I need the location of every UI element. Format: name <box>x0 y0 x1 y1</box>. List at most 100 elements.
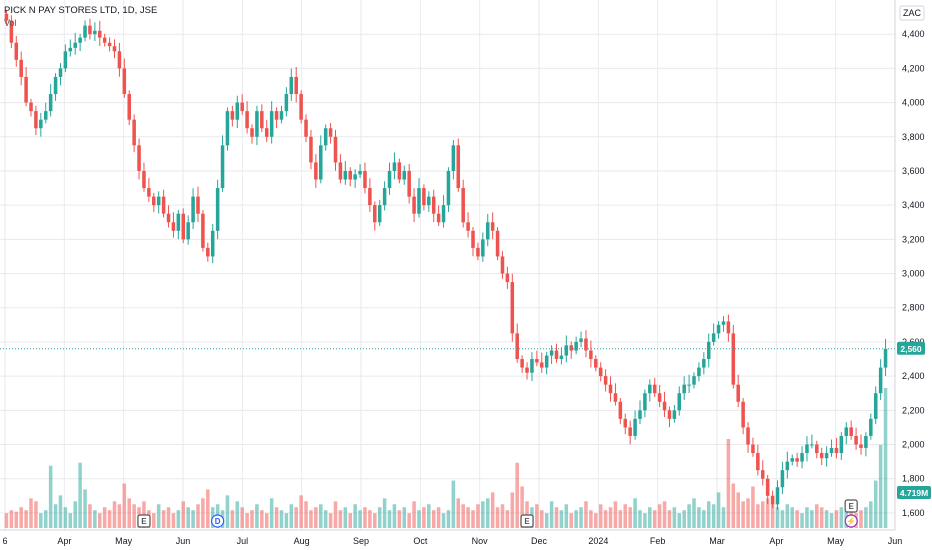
candle-body <box>417 188 421 214</box>
candle <box>657 384 662 408</box>
price-tick-label: 2,400 <box>902 371 925 381</box>
volume-indicator-label[interactable]: Vol <box>4 18 17 28</box>
candle-body <box>39 119 43 129</box>
candle <box>63 44 68 73</box>
candle-body <box>14 42 19 60</box>
candle-body <box>495 230 500 257</box>
candle <box>78 33 82 52</box>
volume-bar <box>39 513 43 528</box>
time-axis[interactable]: 6 Apr May Jun Jul Aug Sep Oct Nov Dec 2024 Feb Mar Ap… <box>2 536 902 546</box>
volume-bar <box>805 507 809 528</box>
candle <box>402 165 407 185</box>
candle-body <box>102 37 107 43</box>
volume-bar <box>451 480 456 528</box>
event-marker-earnings[interactable]: E <box>844 499 858 513</box>
candle <box>564 335 569 363</box>
candle-body <box>520 359 524 368</box>
volume-bar <box>368 510 372 528</box>
candle-body <box>166 213 171 223</box>
volume-bar <box>29 498 33 528</box>
volume-bar <box>309 510 313 528</box>
candle-body <box>652 384 657 394</box>
time-tick-label: May <box>827 536 845 546</box>
volume-bar <box>770 504 775 528</box>
candle <box>343 161 348 185</box>
candle <box>206 242 210 262</box>
volume-bar <box>638 510 642 528</box>
volume-bar <box>260 510 264 528</box>
price-tick-label: 3,200 <box>902 234 925 244</box>
candle <box>883 338 888 376</box>
candle-body <box>338 162 343 180</box>
candle <box>250 124 254 144</box>
candle <box>225 107 230 151</box>
volume-bar <box>682 510 686 528</box>
candle-body <box>264 128 269 137</box>
candle-body <box>672 410 677 419</box>
candle <box>304 114 308 143</box>
volume-bar <box>112 501 117 528</box>
price-axis[interactable]: 1,6001,8002,0002,2002,4002,6002,8003,000… <box>902 29 925 518</box>
volume-bar <box>314 507 318 528</box>
candle-body <box>269 111 274 137</box>
volume-bar <box>564 504 569 528</box>
time-tick-label: Mar <box>709 536 725 546</box>
volume-bar <box>171 513 176 528</box>
volume-bar <box>19 507 23 528</box>
volume-bar <box>775 507 780 528</box>
volume-bar <box>417 510 421 528</box>
volume-bar <box>613 501 618 528</box>
volume-bar <box>264 513 269 528</box>
candle-body <box>147 188 151 197</box>
candle-body <box>137 145 141 171</box>
volume-bar <box>515 462 519 528</box>
volume-bar <box>485 498 490 528</box>
candle <box>510 273 515 342</box>
candle-body <box>613 393 618 402</box>
event-marker-earnings[interactable]: E <box>520 514 534 528</box>
volume-bar <box>176 510 181 528</box>
volume-bar <box>736 492 740 528</box>
candle-body <box>702 359 706 368</box>
candle <box>122 58 127 98</box>
volume-bar <box>756 504 760 528</box>
candle-body <box>697 367 701 377</box>
volume-bar <box>677 513 682 528</box>
volume-bar <box>186 507 190 528</box>
volume-bar <box>304 501 308 528</box>
candle <box>716 321 721 339</box>
volume-bar <box>156 504 161 528</box>
candle <box>333 129 338 171</box>
candle <box>127 90 132 125</box>
volume-bar <box>402 507 407 528</box>
candle-body <box>201 213 205 248</box>
candle-body <box>780 470 785 488</box>
event-marker-dividend[interactable]: D <box>211 514 225 528</box>
candle <box>682 376 686 401</box>
candle-body <box>289 76 294 95</box>
price-tick-label: 1,600 <box>902 508 925 518</box>
candle <box>9 15 14 49</box>
candle-body <box>373 205 377 223</box>
event-marker-earnings[interactable]: E <box>137 514 151 528</box>
candle-body <box>284 94 289 112</box>
event-marker-split[interactable]: ⚡ <box>844 514 858 528</box>
candle-body <box>78 37 82 43</box>
volume-bar <box>603 510 608 528</box>
currency-label[interactable]: ZAC <box>899 5 925 21</box>
candle-body <box>240 102 244 112</box>
candle <box>215 179 220 240</box>
volume-bar <box>88 504 92 528</box>
candle-body <box>481 239 485 257</box>
candle-body <box>800 453 804 462</box>
candle <box>68 39 73 57</box>
volume-bar <box>78 462 82 528</box>
volume-bar <box>299 495 303 528</box>
candle-body <box>358 170 362 175</box>
volume-bar <box>97 513 102 528</box>
chart-title[interactable]: PICK N PAY STORES LTD, 1D, JSE <box>4 5 157 16</box>
candle <box>353 169 357 188</box>
volume-bar <box>716 492 721 528</box>
candle-body <box>122 68 127 95</box>
